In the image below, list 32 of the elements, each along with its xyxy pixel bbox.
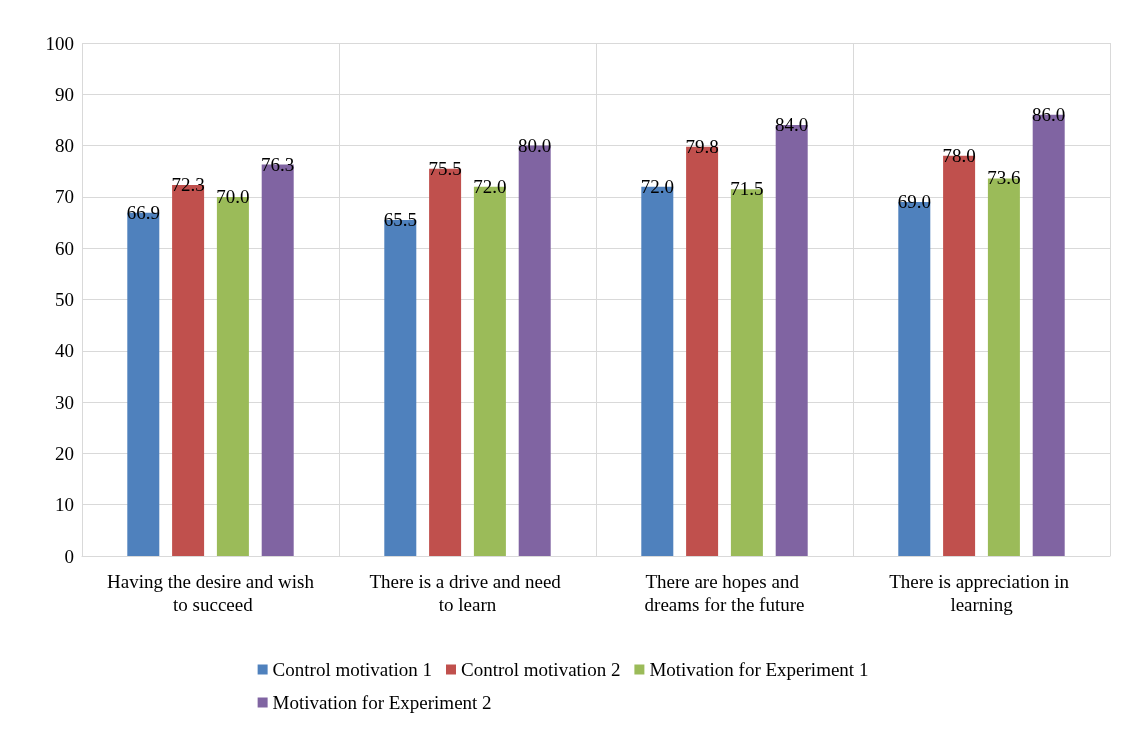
data-label: 66.9 xyxy=(126,201,160,223)
y-tick-label: 20 xyxy=(55,442,74,464)
y-tick-label: 80 xyxy=(55,135,74,157)
data-label: 71.5 xyxy=(730,178,764,200)
y-tick-label: 10 xyxy=(55,494,74,516)
data-label: 72.3 xyxy=(171,174,205,196)
data-label: 76.3 xyxy=(261,153,295,175)
y-tick-label: 70 xyxy=(55,186,74,208)
legend-label: Control motivation 1 xyxy=(272,659,433,680)
data-label: 70.0 xyxy=(216,185,250,207)
data-label: 86.0 xyxy=(1032,103,1066,125)
legend-label: Motivation for Experiment 2 xyxy=(272,692,492,713)
legend-label: Motivation for Experiment 1 xyxy=(649,659,869,680)
x-tick-label: There is appreciation in learning xyxy=(889,571,1074,615)
data-label: 78.0 xyxy=(942,144,976,166)
x-tick-label: Having the desire and wish to succeed xyxy=(107,571,315,615)
y-tick-label: 100 xyxy=(45,32,74,54)
x-tick-label: There is a drive and need to learn xyxy=(369,571,566,615)
y-tick-label: 0 xyxy=(64,545,74,567)
y-tick-label: 90 xyxy=(55,83,74,105)
data-label: 84.0 xyxy=(775,114,809,136)
y-tick-label: 60 xyxy=(55,237,74,259)
y-tick-label: 30 xyxy=(55,391,74,413)
data-label: 75.5 xyxy=(428,157,462,179)
data-label: 80.0 xyxy=(518,134,552,156)
y-tick-label: 40 xyxy=(55,340,74,362)
x-tick-label: There are hopes and dreams for the future xyxy=(644,571,805,615)
data-label: 72.0 xyxy=(473,175,507,197)
y-tick-label: 50 xyxy=(55,289,74,310)
data-label: 72.0 xyxy=(640,175,674,197)
data-label: 79.8 xyxy=(685,135,719,157)
legend-label: Control motivation 2 xyxy=(461,659,621,680)
